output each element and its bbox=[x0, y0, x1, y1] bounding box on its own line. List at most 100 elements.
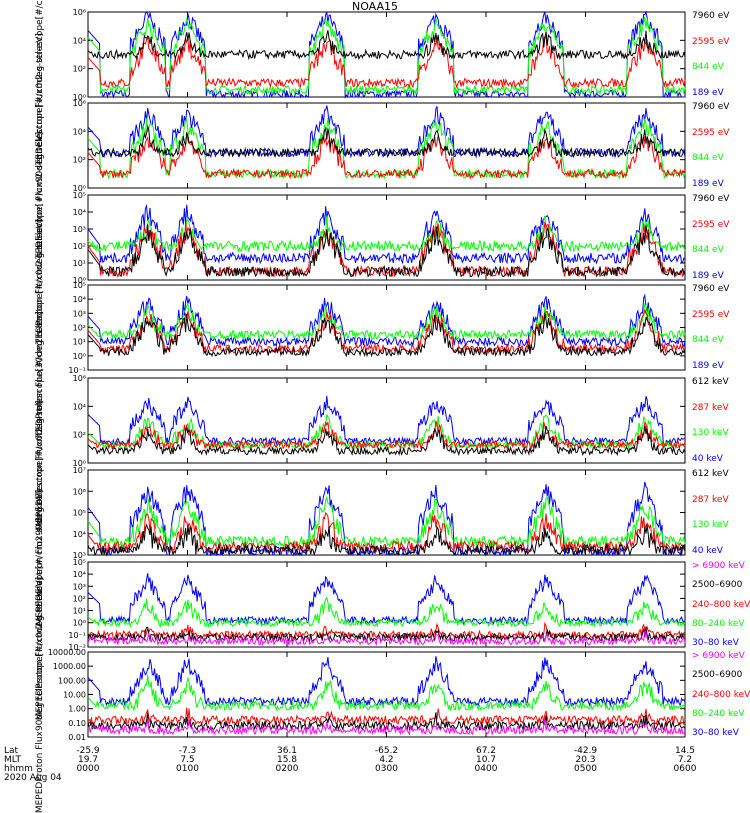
ytick-label: 10¹ bbox=[73, 338, 86, 347]
series-line-ted-e-0-1 bbox=[87, 35, 686, 89]
legend-entry: 2500–6900 bbox=[692, 580, 743, 591]
ytick-label: 1000.00 bbox=[53, 662, 86, 671]
series-line-meped-p-90-0 bbox=[87, 719, 686, 737]
ylabel-line: [#/cm2-s-str-eV] bbox=[35, 131, 45, 206]
ytick-label: 10² bbox=[73, 156, 86, 165]
legend-entry: > 6900 keV bbox=[692, 651, 745, 661]
series-line-ted-e-0-0 bbox=[87, 30, 686, 61]
series-line-ted-e-0-3 bbox=[87, 10, 685, 99]
legend-entry: 7960 eV bbox=[692, 102, 730, 112]
ytick-label: 10³ bbox=[73, 225, 86, 234]
ytick-label: 10.00 bbox=[63, 691, 86, 700]
axis-value: 0600 bbox=[673, 764, 697, 774]
series-line-ted-p-0-2 bbox=[87, 215, 686, 253]
ytick-label: 10⁰ bbox=[73, 93, 86, 102]
ytick-label: 10² bbox=[73, 431, 86, 440]
legend-entry: 189 eV bbox=[692, 361, 724, 371]
ytick-label: 10⁻² bbox=[68, 643, 86, 652]
legend-entry: 2595 eV bbox=[692, 127, 730, 138]
ylabel-meped-p-90: MEPED Proton Flux 90deg telescope [#/cm2-s-… bbox=[0, 576, 80, 812]
series-line-ted-e-90-0 bbox=[87, 124, 686, 159]
ytick-label: 10³ bbox=[73, 582, 86, 591]
ylabel-line: [#/cm2-s-str-eV] bbox=[35, 32, 45, 108]
legend-entry: 189 eV bbox=[692, 179, 724, 189]
legend-entry: 7960 eV bbox=[692, 11, 730, 21]
legend-entry: 844 eV bbox=[692, 245, 724, 256]
axis-value: 7.5 bbox=[180, 755, 195, 765]
ytick-label: 10⁴ bbox=[73, 570, 86, 579]
axis-value: 0300 bbox=[375, 764, 398, 774]
ylabel-line: [#/cm2-s-str-keV] bbox=[35, 489, 45, 569]
series-line-meped-p-0-4 bbox=[87, 573, 686, 626]
axis-value: 0000 bbox=[76, 764, 100, 774]
ylabel-line: [#/cm2-s-str] bbox=[35, 310, 45, 372]
legend-entry: 189 eV bbox=[692, 271, 724, 281]
ylabel-line: [#/cm2-s-str] bbox=[35, 400, 45, 461]
ytick-label: 10⁷ bbox=[73, 466, 86, 475]
ytick-label: 10⁶ bbox=[73, 8, 86, 17]
legend-entry: > 6900 keV bbox=[692, 561, 745, 571]
series-line-meped-e-90-1 bbox=[87, 511, 686, 553]
axis-row-mlt-label: MLT bbox=[4, 755, 22, 765]
series-line-meped-p-90-1 bbox=[87, 712, 686, 732]
series-line-meped-p-0-1 bbox=[87, 626, 686, 643]
legend-entry: 130 keV bbox=[692, 520, 729, 531]
series-line-meped-p-0-3 bbox=[87, 596, 686, 629]
ytick-label: 10⁻¹ bbox=[68, 366, 86, 375]
ytick-label: 100.00 bbox=[58, 676, 86, 685]
series-line-ted-p-0-0 bbox=[87, 224, 686, 278]
ytick-label: 10¹ bbox=[73, 259, 86, 268]
axis-value: 10.7 bbox=[475, 755, 497, 765]
ytick-label: 10⁵ bbox=[73, 281, 86, 290]
series-line-ted-p-90-2 bbox=[87, 302, 686, 341]
legend-entry: 612 keV bbox=[692, 377, 729, 387]
series-line-ted-e-90-3 bbox=[87, 105, 686, 159]
legend-entry: 2500–6900 bbox=[692, 670, 743, 681]
ytick-label: 10² bbox=[73, 594, 86, 603]
ylabel-line: [#/cm2-s-str-keV] bbox=[35, 576, 45, 656]
axis-value: 0400 bbox=[474, 764, 498, 774]
axis-value: -25.9 bbox=[76, 746, 100, 756]
ytick-label: 10³ bbox=[73, 551, 86, 560]
legend-entry: 612 keV bbox=[692, 469, 729, 479]
ytick-label: 0.10 bbox=[68, 719, 86, 728]
ytick-label: 10⁵ bbox=[73, 509, 86, 518]
axis-value: -42.9 bbox=[573, 746, 598, 756]
series-line-ted-p-90-1 bbox=[87, 309, 686, 355]
ytick-label: 10² bbox=[73, 242, 86, 251]
legend-entry: 30–80 keV bbox=[692, 728, 739, 738]
legend-entry: 130 keV bbox=[692, 428, 729, 439]
series-line-meped-p-0-0 bbox=[87, 629, 686, 647]
axis-value: 19.7 bbox=[77, 755, 99, 765]
legend-entry: 7960 eV bbox=[692, 194, 730, 204]
series-line-ted-p-0-3 bbox=[87, 204, 686, 265]
series-line-meped-e-90-0 bbox=[87, 523, 686, 557]
legend-entry: 287 keV bbox=[692, 494, 729, 505]
ytick-label: 10⁰ bbox=[73, 184, 86, 193]
ytick-label: 0.01 bbox=[68, 733, 86, 742]
axis-value: 36.1 bbox=[276, 746, 298, 756]
series-line-meped-e-0-0 bbox=[87, 425, 686, 457]
series-line-ted-e-90-1 bbox=[87, 132, 686, 180]
ytick-label: 10⁵ bbox=[73, 558, 86, 567]
ytick-label: 10² bbox=[73, 324, 86, 333]
chart-title: NOAA15 bbox=[351, 0, 399, 13]
ytick-label: 10⁴ bbox=[73, 402, 86, 411]
axis-value: -65.2 bbox=[374, 746, 399, 756]
ytick-label: 10⁴ bbox=[73, 127, 86, 136]
legend-entry: 844 eV bbox=[692, 335, 724, 346]
axis-value: 7.2 bbox=[677, 755, 693, 765]
date-label: 2020 Aug 04 bbox=[4, 773, 62, 783]
axis-row-lat-label: Lat bbox=[4, 746, 19, 756]
ylabel-line: [#/cm2-s-str-eV] bbox=[35, 218, 45, 293]
legend-entry: 2595 eV bbox=[692, 219, 730, 230]
series-line-meped-p-90-2 bbox=[87, 707, 686, 726]
series-line-ted-e-0-2 bbox=[87, 16, 686, 97]
ytick-label: 10⁶ bbox=[73, 374, 86, 383]
axis-value: 14.5 bbox=[674, 746, 696, 756]
axis-value: 0200 bbox=[275, 764, 299, 774]
legend-entry: 40 keV bbox=[692, 546, 723, 556]
panel-frame-ted-e-0 bbox=[87, 11, 686, 98]
axis-value: 0100 bbox=[176, 764, 199, 774]
